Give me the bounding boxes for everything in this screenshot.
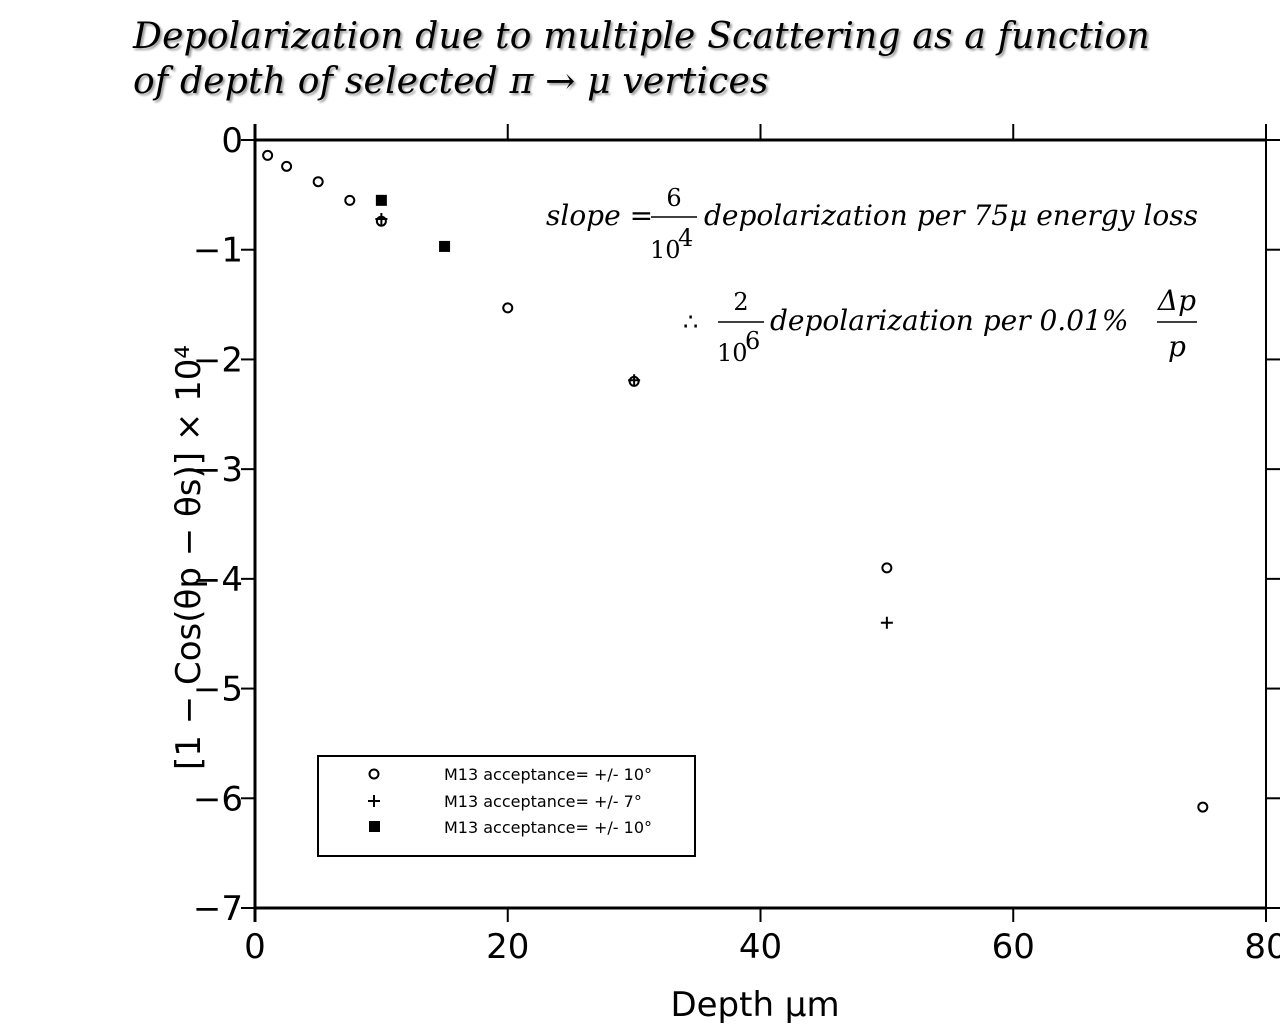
- legend-circle-marker: [368, 768, 380, 780]
- data-point-circle: [312, 176, 324, 188]
- y-tick-label: −4: [193, 560, 243, 600]
- chart-title-line-1: Depolarization due to multiple Scatterin…: [133, 16, 1150, 57]
- chart-title: Depolarization due to multiple Scatterin…: [133, 14, 1233, 104]
- slope-suffix: depolarization per 75μ energy loss: [704, 199, 1198, 232]
- slope-annotation: slope = 6 10 4 depolarization per 75μ en…: [546, 184, 1198, 264]
- slope-denominator: 10: [650, 236, 681, 264]
- depolarization-annotation: ∴ 2 10 6 depolarization per 0.01% Δp p: [683, 284, 1197, 367]
- therefore-symbol: ∴: [683, 308, 698, 336]
- data-point-plus: [628, 374, 641, 387]
- data-point-circle: [502, 302, 514, 314]
- x-tick-label: 0: [244, 927, 266, 967]
- data-point-circle: [262, 149, 274, 161]
- legend-square-marker: [369, 821, 380, 832]
- chart-title-line-2: of depth of selected π → μ vertices: [133, 61, 769, 102]
- dp-middle-text: depolarization per 0.01%: [770, 304, 1128, 337]
- x-axis-label: Depth μm: [670, 985, 839, 1024]
- x-tick-label: 60: [992, 927, 1035, 967]
- data-point-circle: [1197, 801, 1209, 813]
- y-tick-label: −1: [193, 231, 243, 271]
- data-point-plus: [375, 212, 388, 225]
- dp-numerator: 2: [733, 288, 748, 316]
- data-point-square: [439, 240, 451, 252]
- dp-denominator: 10: [717, 339, 748, 367]
- data-point-circle: [344, 194, 356, 206]
- data-point-circle: [281, 160, 293, 172]
- x-tick-label: 80: [1244, 927, 1280, 967]
- dp-denominator-exponent: 6: [745, 327, 760, 355]
- y-tick-label: 0: [221, 121, 243, 161]
- data-points: [262, 149, 1209, 813]
- y-tick-label: −5: [193, 670, 243, 710]
- y-tick-label: −3: [193, 450, 243, 490]
- data-point-plus: [880, 616, 893, 629]
- x-tick-label: 20: [486, 927, 529, 967]
- legend-label-plus: M13 acceptance= +/- 7°: [444, 792, 642, 811]
- slope-denominator-exponent: 4: [678, 224, 693, 252]
- x-tick-label: 40: [739, 927, 782, 967]
- delta-p: Δp: [1157, 284, 1196, 317]
- slope-prefix: slope =: [546, 199, 653, 232]
- data-point-square: [375, 194, 387, 206]
- y-tick-label: −2: [193, 340, 243, 380]
- axis-ticks: 0 20 40 60 80 0 −1 −2 −3 −4 −5 −6 −7: [193, 121, 1280, 967]
- legend-plus-marker: [368, 795, 380, 807]
- legend-label-circle: M13 acceptance= +/- 10°: [444, 765, 652, 784]
- legend-label-square: M13 acceptance= +/- 10°: [444, 818, 652, 837]
- data-point-circle: [881, 562, 893, 574]
- y-tick-label: −7: [193, 889, 243, 929]
- legend-box: [317, 755, 696, 857]
- y-tick-label: −6: [193, 779, 243, 819]
- p-denominator: p: [1168, 330, 1186, 363]
- legend: M13 acceptance= +/- 10° M13 acceptance= …: [317, 755, 696, 857]
- y-axis-label: [1 − Cos(θp − θs)] × 10⁴: [169, 345, 209, 770]
- slope-numerator: 6: [666, 184, 681, 212]
